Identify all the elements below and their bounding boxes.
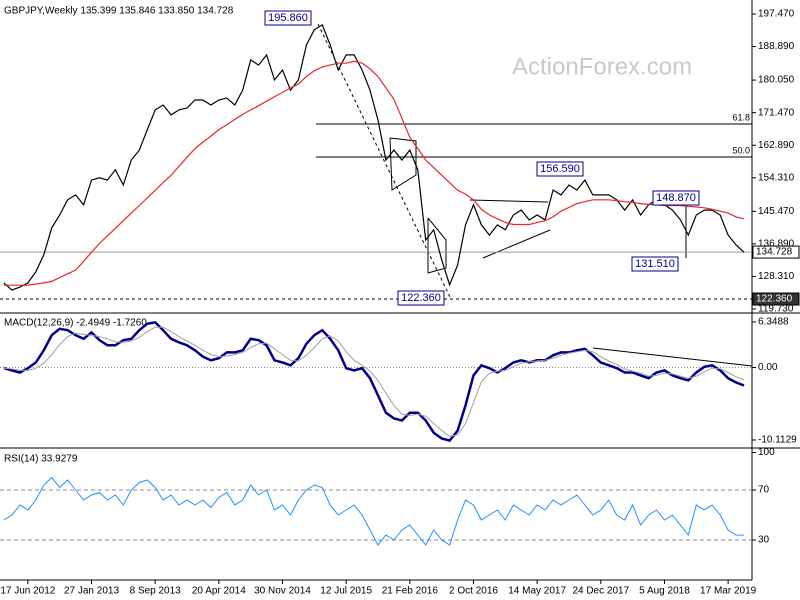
line-series bbox=[4, 60, 745, 286]
trend-line bbox=[469, 199, 549, 203]
price-label: 122.360 bbox=[756, 294, 793, 305]
annotation: 195.860 bbox=[268, 12, 308, 24]
annotation-box bbox=[264, 10, 312, 26]
price-label: 134.728 bbox=[756, 247, 793, 258]
x-tick-label: 2 Oct 2016 bbox=[449, 586, 498, 597]
price-box bbox=[752, 245, 800, 259]
annotation-box bbox=[652, 190, 700, 206]
panel-title: MACD(12,26,9) -2.4949 -1.7260 bbox=[4, 318, 147, 329]
annotation-box bbox=[397, 290, 445, 306]
annotation: 156.590 bbox=[540, 163, 580, 175]
x-tick-label: 8 Sep 2013 bbox=[130, 586, 182, 597]
y-tick-label: 30 bbox=[758, 535, 770, 546]
x-tick-label: 24 Dec 2017 bbox=[572, 586, 629, 597]
x-tick-label: 21 Feb 2016 bbox=[382, 586, 439, 597]
y-tick-label: 136.890 bbox=[758, 239, 795, 250]
x-tick-label: 14 May 2017 bbox=[508, 586, 566, 597]
y-tick-label: 171.470 bbox=[758, 107, 795, 118]
y-tick-label: 128.310 bbox=[758, 271, 795, 282]
annotation: 122.360 bbox=[401, 292, 441, 304]
x-tick-label: 27 Jan 2013 bbox=[64, 586, 119, 597]
y-tick-label: 70 bbox=[758, 485, 770, 496]
price-box bbox=[752, 292, 800, 306]
watermark: ActionForex.com bbox=[512, 53, 692, 80]
line-series bbox=[3, 24, 745, 291]
y-tick-label: 188.890 bbox=[758, 41, 795, 52]
trend-line bbox=[427, 217, 447, 274]
y-tick-label: 6.3488 bbox=[758, 317, 789, 328]
panel-title: GBPJPY,Weekly 135.399 135.846 133.850 13… bbox=[4, 6, 234, 17]
y-tick-label: 119.730 bbox=[758, 304, 794, 315]
x-tick-label: 17 Jun 2012 bbox=[0, 586, 55, 597]
annotation: 131.510 bbox=[635, 258, 675, 270]
x-tick-label: 12 Jul 2015 bbox=[320, 586, 372, 597]
y-tick-label: 154.310 bbox=[758, 172, 795, 183]
fib-label: 61.8 bbox=[732, 112, 750, 122]
trend-line bbox=[389, 137, 417, 191]
y-tick-label: 197.470 bbox=[758, 9, 795, 20]
x-tick-label: 17 Mar 2019 bbox=[700, 586, 757, 597]
fib-label: 50.0 bbox=[732, 145, 750, 155]
y-tick-label: 162.890 bbox=[758, 140, 795, 151]
y-tick-label: 180.050 bbox=[758, 75, 795, 86]
y-tick-label: 100 bbox=[758, 447, 775, 458]
x-tick-label: 5 Aug 2018 bbox=[639, 586, 690, 597]
annotation: 148.870 bbox=[656, 192, 696, 204]
y-tick-label: 0.00 bbox=[758, 362, 778, 373]
trend-line bbox=[592, 347, 753, 367]
y-tick-label: 145.470 bbox=[758, 206, 795, 217]
line-series bbox=[3, 326, 745, 437]
panel-title: RSI(14) 33.9279 bbox=[4, 454, 78, 465]
line-series bbox=[3, 320, 745, 443]
x-tick-label: 20 Apr 2014 bbox=[192, 586, 246, 597]
x-tick-label: 30 Nov 2014 bbox=[254, 586, 311, 597]
annotation-box bbox=[536, 161, 584, 177]
y-tick-label: -10.1129 bbox=[758, 435, 797, 446]
annotation-box bbox=[631, 256, 679, 272]
trend-line bbox=[482, 229, 551, 259]
line-series bbox=[3, 476, 745, 546]
